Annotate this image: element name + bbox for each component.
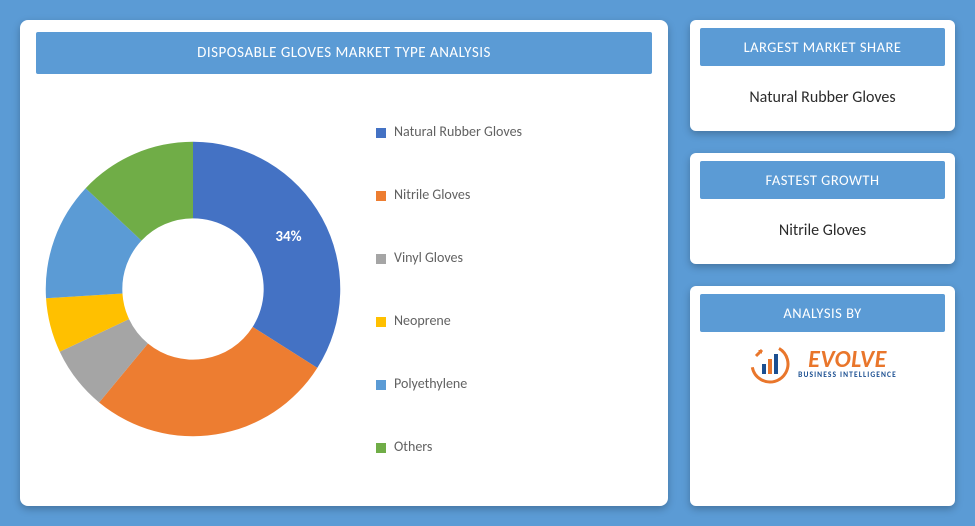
legend-item: Natural Rubber Gloves: [376, 123, 642, 140]
legend-marker: [376, 191, 386, 201]
info-column: LARGEST MARKET SHARE Natural Rubber Glov…: [690, 20, 955, 506]
card-analysis-by: ANALYSIS BY EVOLVE BUSINESS INTELLIGENCE: [690, 286, 955, 506]
legend-marker: [376, 380, 386, 390]
legend-label: Polyethylene: [394, 375, 467, 392]
donut-svg: [38, 134, 348, 444]
legend-label: Nitrile Gloves: [394, 186, 470, 203]
chart-panel: DISPOSABLE GLOVES MARKET TYPE ANALYSIS 3…: [20, 20, 668, 506]
legend-item: Vinyl Gloves: [376, 249, 642, 266]
chart-legend: Natural Rubber Gloves Nitrile Gloves Vinyl…: [348, 90, 650, 488]
donut-chart: 34%: [38, 134, 348, 444]
card-largest-share: LARGEST MARKET SHARE Natural Rubber Glov…: [690, 20, 955, 131]
card-fastest-growth: FASTEST GROWTH Nitrile Gloves: [690, 153, 955, 264]
card-header: LARGEST MARKET SHARE: [698, 26, 947, 68]
card-value: Nitrile Gloves: [690, 201, 955, 264]
chart-title: DISPOSABLE GLOVES MARKET TYPE ANALYSIS: [34, 30, 654, 76]
legend-label: Vinyl Gloves: [394, 249, 463, 266]
infographic-canvas: DISPOSABLE GLOVES MARKET TYPE ANALYSIS 3…: [0, 0, 975, 526]
legend-item: Polyethylene: [376, 375, 642, 392]
donut-slice: [193, 142, 340, 368]
legend-item: Others: [376, 438, 642, 455]
legend-marker: [376, 254, 386, 264]
logo-icon: [748, 342, 792, 386]
card-header: ANALYSIS BY: [698, 292, 947, 334]
legend-label: Others: [394, 438, 432, 455]
logo-text: EVOLVE BUSINESS INTELLIGENCE: [798, 348, 897, 380]
card-header: FASTEST GROWTH: [698, 159, 947, 201]
card-value: Natural Rubber Gloves: [690, 68, 955, 131]
legend-item: Nitrile Gloves: [376, 186, 642, 203]
legend-marker: [376, 128, 386, 138]
legend-marker: [376, 443, 386, 453]
logo-sub-text: BUSINESS INTELLIGENCE: [798, 372, 897, 380]
logo: EVOLVE BUSINESS INTELLIGENCE: [690, 334, 955, 396]
legend-marker: [376, 317, 386, 327]
legend-label: Neoprene: [394, 312, 451, 329]
legend-label: Natural Rubber Gloves: [394, 123, 522, 140]
legend-item: Neoprene: [376, 312, 642, 329]
logo-main-text: EVOLVE: [798, 348, 897, 372]
chart-body: 34% Natural Rubber Gloves Nitrile Gloves V…: [20, 76, 668, 506]
